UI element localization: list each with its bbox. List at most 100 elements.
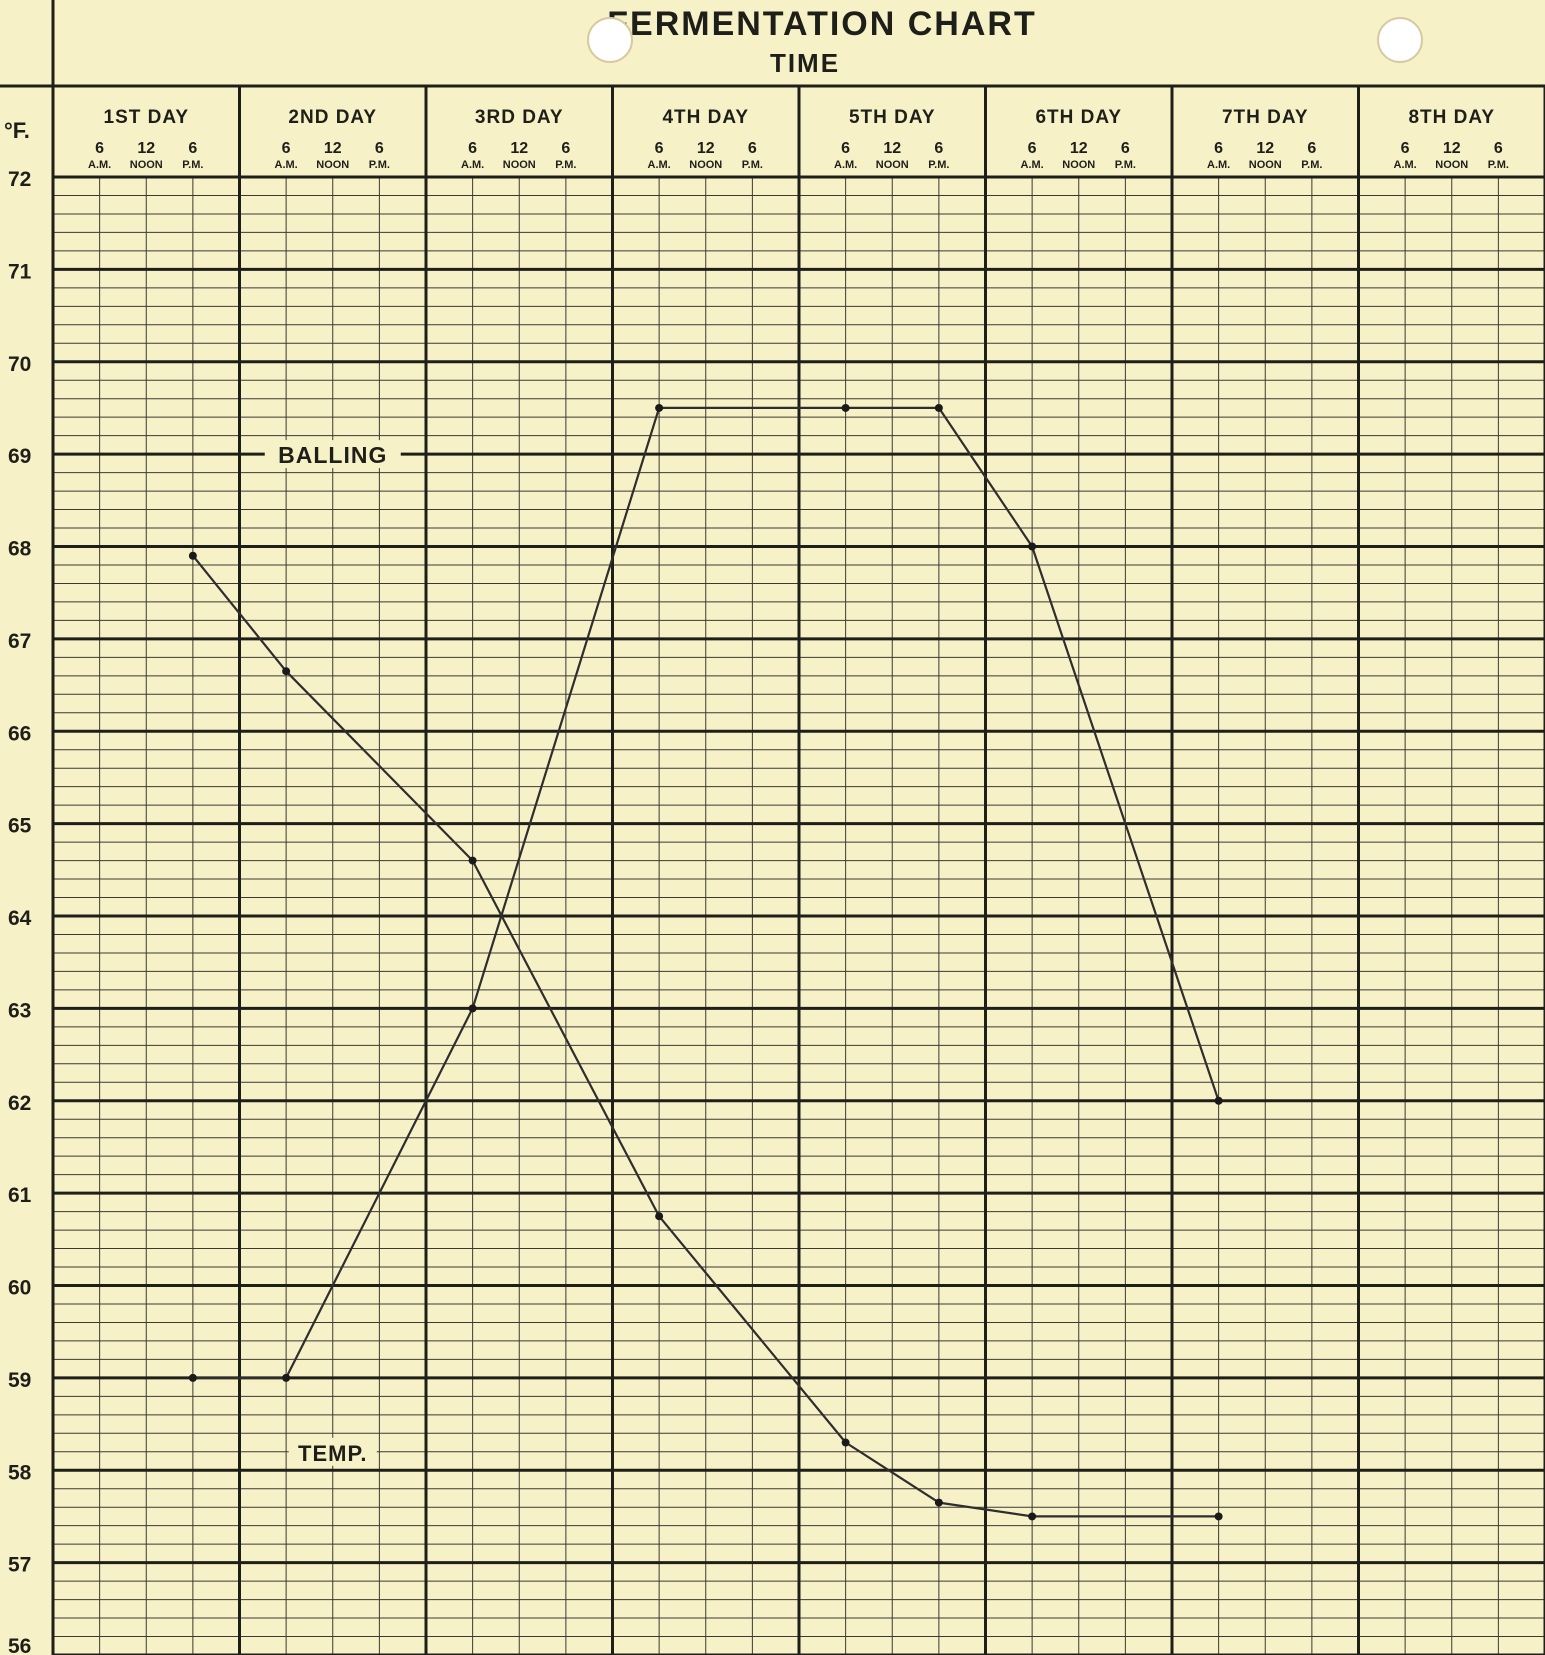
time-tick-sublabel: P.M. (928, 159, 949, 171)
time-tick-sublabel: NOON (1062, 159, 1095, 171)
day-label: 2ND DAY (288, 107, 377, 128)
time-tick-label: 6 (561, 140, 570, 157)
time-tick-sublabel: P.M. (369, 159, 390, 171)
chart-title: FERMENTATION CHART (607, 5, 1036, 43)
y-tick-label: 65 (8, 815, 32, 838)
time-tick-sublabel: A.M. (1394, 159, 1417, 171)
time-tick-sublabel: A.M. (275, 159, 298, 171)
data-point (1214, 1512, 1223, 1521)
y-tick-label: 60 (8, 1277, 31, 1300)
time-tick-label: 6 (1028, 140, 1037, 157)
time-tick-label: 12 (1256, 140, 1274, 157)
data-point (934, 403, 943, 412)
time-tick-label: 6 (282, 140, 291, 157)
data-point (1028, 1512, 1037, 1521)
time-tick-label: 6 (841, 140, 850, 157)
time-tick-label: 6 (468, 140, 477, 157)
y-tick-label: 72 (8, 168, 31, 191)
y-tick-label: 70 (8, 353, 31, 376)
time-tick-sublabel: NOON (689, 159, 722, 171)
time-tick-sublabel: P.M. (742, 159, 763, 171)
y-tick-label: 69 (8, 445, 31, 468)
y-tick-label: 59 (8, 1369, 31, 1392)
data-point (188, 1373, 197, 1382)
data-point (468, 856, 477, 865)
data-point (934, 1498, 943, 1507)
balling-label-bg (264, 440, 401, 469)
time-tick-sublabel: P.M. (182, 159, 203, 171)
chart-header: FERMENTATION CHART TIME (607, 5, 1036, 78)
y-tick-label: 68 (8, 538, 32, 561)
time-tick-sublabel: NOON (130, 159, 163, 171)
y-tick-label: 64 (8, 907, 32, 930)
punch-hole-left (587, 17, 633, 63)
time-tick-sublabel: NOON (876, 159, 909, 171)
time-tick-sublabel: A.M. (834, 159, 857, 171)
data-point (1028, 542, 1037, 551)
time-tick-sublabel: A.M. (1207, 159, 1230, 171)
day-label: 1ST DAY (104, 107, 190, 128)
data-point (655, 403, 664, 412)
time-tick-sublabel: A.M. (88, 159, 111, 171)
y-tick-label: 56 (8, 1635, 31, 1655)
series-layer (188, 403, 1223, 1521)
series-labels: BALLING TEMP. (264, 440, 401, 1466)
series-line-balling (192, 555, 1219, 1518)
chart-subtitle: TIME (770, 48, 840, 78)
time-tick-label: 12 (510, 140, 528, 157)
data-point (841, 1438, 850, 1447)
time-tick-sublabel: P.M. (1301, 159, 1322, 171)
time-tick-label: 6 (1214, 140, 1223, 157)
series-label-balling: BALLING (278, 442, 387, 468)
data-point (282, 1373, 291, 1382)
time-tick-sublabel: A.M. (1021, 159, 1044, 171)
series-line-temp (192, 406, 1220, 1379)
day-label: 7TH DAY (1222, 107, 1309, 128)
y-axis-label: °F. (4, 118, 30, 143)
time-tick-label: 6 (375, 140, 384, 157)
time-tick-label: 6 (1307, 140, 1316, 157)
time-tick-label: 6 (748, 140, 757, 157)
day-label: 5TH DAY (849, 107, 936, 128)
time-tick-sublabel: NOON (503, 159, 536, 171)
day-label: 4TH DAY (662, 107, 749, 128)
temp-label-bg (288, 1437, 377, 1466)
time-tick-label: 6 (95, 140, 104, 157)
time-tick-sublabel: P.M. (1115, 159, 1136, 171)
time-tick-label: 12 (1070, 140, 1088, 157)
day-label: 6TH DAY (1035, 107, 1122, 128)
y-tick-label: 62 (8, 1092, 31, 1115)
punch-hole-right (1377, 17, 1423, 63)
time-tick-sublabel: A.M. (648, 159, 671, 171)
data-point (468, 1004, 477, 1013)
y-tick-label: 63 (8, 999, 31, 1022)
time-tick-label: 6 (1401, 140, 1410, 157)
y-tick-label: 66 (8, 722, 31, 745)
time-tick-sublabel: P.M. (1488, 159, 1509, 171)
y-tick-label: 67 (8, 630, 31, 653)
data-point (841, 403, 850, 412)
time-tick-sublabel: A.M. (461, 159, 484, 171)
data-point (655, 1212, 664, 1221)
time-tick-sublabel: NOON (1249, 159, 1282, 171)
time-tick-label: 12 (697, 140, 715, 157)
time-tick-label: 12 (883, 140, 901, 157)
data-point (1214, 1096, 1223, 1105)
y-tick-label: 71 (8, 260, 32, 283)
time-tick-sublabel: NOON (1435, 159, 1468, 171)
time-tick-label: 6 (934, 140, 943, 157)
y-tick-label: 57 (8, 1554, 31, 1577)
data-point (188, 551, 197, 560)
data-point (282, 667, 291, 676)
y-tick-label: 61 (8, 1184, 32, 1207)
time-tick-label: 12 (137, 140, 155, 157)
time-tick-sublabel: P.M. (555, 159, 576, 171)
time-tick-label: 6 (188, 140, 197, 157)
time-tick-label: 6 (655, 140, 664, 157)
day-label: 8TH DAY (1408, 107, 1495, 128)
time-tick-label: 12 (324, 140, 342, 157)
y-tick-label: 58 (8, 1461, 32, 1484)
